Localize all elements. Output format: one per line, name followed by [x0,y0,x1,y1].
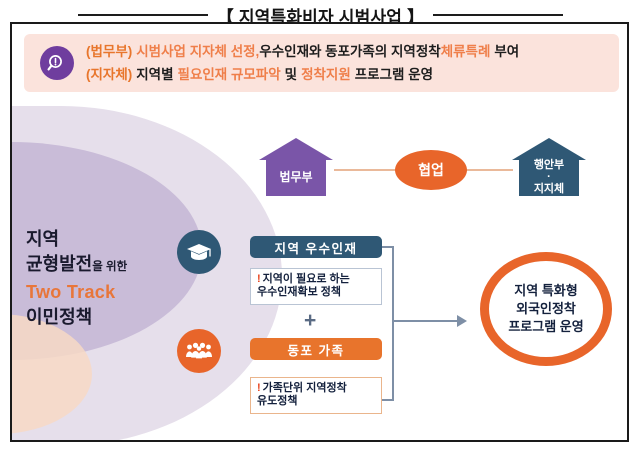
bracket-bottom-tick [382,399,394,401]
banner-line2-tag: (지자체) [86,67,133,82]
banner-line1-dark-1: 우수인재와 동포가족의 지역정착 [259,44,441,59]
org-node-ministry-of-justice: 법무부 [259,138,333,196]
track-family-note-line1: ! 가족단위 지역정착 [257,382,377,395]
left-headline-line2-small: 을 위한 [92,261,128,273]
bracket-top-tick [382,246,394,248]
org-node-mois-dot: · [547,171,551,183]
house-roof-icon [512,138,586,160]
track-talent-title-label: 지역 우수인재 [274,241,358,256]
banner-line2-orange-1: 필요인재 규모파악 [177,67,281,82]
content-frame: (법무부) 시범사업 지자체 선정,우수인재와 동포가족의 지역정착체류특례 부여 … [10,22,629,442]
org-node-cooperation-label: 협업 [418,162,444,178]
exclamation-mark-icon: ! [257,382,261,394]
track-family-note-text1: 가족단위 지역정착 [262,382,347,394]
org-node-mois-line2: 지지체 [533,183,565,195]
track-talent-title: 지역 우수인재 [250,236,382,258]
banner-line1-tag: (법무부) [86,44,133,59]
track-talent-note: ! 지역이 필요로 하는 우수인재확보 정책 [250,268,382,305]
track-family-title-label: 동포 가족 [287,343,345,358]
flow-connector-right [466,169,513,171]
banner-line2-orange-2: 정착지원 [301,67,351,82]
outcome-text: 지역 특화형 외국인정착 프로그램 운영 [508,282,583,336]
left-headline-line1: 지역 [26,229,60,249]
banner-line-2: (지자체) 지역별 필요인재 규모파악 및 정착지원 프로그램 운영 [86,63,611,86]
house-roof-icon [259,138,333,160]
outcome-line3: 프로그램 운영 [508,319,584,334]
flow-connector-left [334,169,396,171]
track-talent-note-line2: 우수인재확보 정책 [257,286,342,298]
banner-line2-dark-3: 프로그램 운영 [354,67,434,82]
flow-arrow-line [393,320,459,322]
plus-connector: + [304,309,317,332]
magnifier-exclamation-icon [40,46,74,80]
summary-banner: (법무부) 시범사업 지자체 선정,우수인재와 동포가족의 지역정착체류특례 부여 … [24,34,619,92]
outcome-line2: 외국인정착 [516,301,576,316]
banner-line-1: (법무부) 시범사업 지자체 선정,우수인재와 동포가족의 지역정착체류특례 부여 [86,40,611,63]
left-headline-line4: 이민정책 [26,307,93,327]
track-talent-note-line1: ! 지역이 필요로 하는 [257,273,377,286]
org-node-moj-label: 법무부 [266,158,326,196]
outcome-ring: 지역 특화형 외국인정착 프로그램 운영 [480,252,612,366]
graduation-cap-icon [177,230,221,274]
track-family-title: 동포 가족 [250,338,382,360]
banner-line1-orange-1: 시범사업 지자체 선정, [136,44,260,59]
left-headline-line2-main: 균형발전 [26,254,93,274]
left-headline-line2: 균형발전을 위한 [26,252,186,280]
banner-line2-dark-1: 지역별 [136,67,174,82]
banner-line2-dark-2: 및 [284,67,298,82]
bracket-spine [392,246,394,401]
left-headline-two-track: Two Track [26,282,116,302]
banner-line1-orange-2: 체류특례 [440,44,491,59]
title-rule-left [77,14,208,16]
page-title: 【 지역특화비자 시범사업 】 [0,2,641,28]
org-node-mois-localgov: 행안부 · 지지체 [512,138,586,196]
org-node-cooperation: 협업 [395,150,467,190]
family-group-icon [177,329,221,373]
track-family-note-line2: 유도정책 [257,395,298,407]
left-headline: 지역 균형발전을 위한 Two Track 이민정책 [26,227,186,330]
flow-arrow-head-icon [457,315,467,327]
track-family-note: ! 가족단위 지역정착 유도정책 [250,377,382,414]
outcome-line1: 지역 특화형 [514,283,578,298]
org-node-mois-label: 행안부 · 지지체 [519,158,579,196]
banner-line1-dark-2: 부여 [494,44,520,59]
title-text: 【 지역특화비자 시범사업 】 [216,7,425,27]
banner-text-block: (법무부) 시범사업 지자체 선정,우수인재와 동포가족의 지역정착체류특례 부여 … [86,40,611,86]
track-talent-note-text1: 지역이 필요로 하는 [262,273,350,285]
org-node-mois-line1: 행안부 [533,159,565,171]
exclamation-mark-icon: ! [257,273,261,285]
title-rule-right [433,14,564,16]
